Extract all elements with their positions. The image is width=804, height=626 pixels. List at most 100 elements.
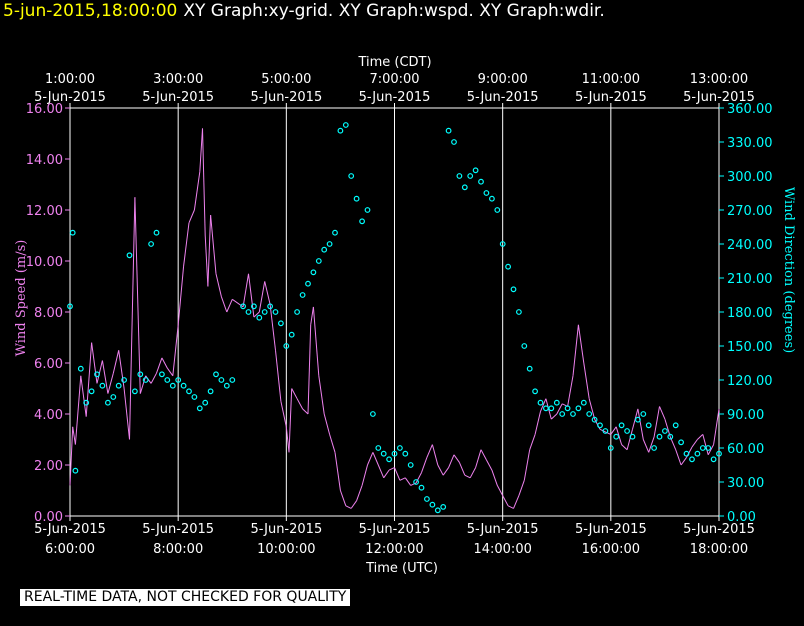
x-top-tick-date: 5-Jun-2015 (250, 90, 322, 105)
wind-speed-segment (513, 495, 520, 509)
wind-speed-segment (288, 388, 293, 453)
wind-direction-point (305, 280, 311, 287)
y-left-tick-label: 14.00 (26, 153, 63, 168)
wind-direction-point (489, 195, 495, 202)
y-right-tick-label: 240.00 (727, 238, 773, 253)
wind-speed-segment (107, 373, 114, 394)
wind-direction-point (451, 139, 457, 145)
timestamp-label: 5-jun-2015,18:00:00 (3, 1, 178, 21)
wind-speed-segment (199, 128, 203, 172)
wind-direction-point (526, 365, 533, 372)
wind-speed-segment (129, 197, 136, 440)
x-top-tick-time: 5:00:00 (261, 72, 311, 87)
wind-direction-point (288, 331, 295, 338)
y-right-tick-label: 180.00 (727, 306, 773, 321)
wind-speed-segment (485, 459, 493, 471)
wind-direction-point (137, 371, 144, 378)
x-bottom-tick-time: 10:00:00 (257, 542, 315, 557)
x-top-tick-time: 9:00:00 (478, 72, 528, 87)
wind-direction-point (158, 371, 165, 378)
wind-direction-point (537, 399, 544, 406)
wind-speed-segment (134, 197, 141, 394)
wind-speed-segment (659, 406, 666, 420)
wind-speed-segment (610, 426, 617, 435)
wind-direction-point (478, 178, 484, 185)
wind-direction-point (245, 309, 252, 315)
wind-speed-segment (307, 324, 312, 415)
wind-speed-segment (707, 444, 715, 456)
wind-direction-point (672, 422, 679, 429)
wind-direction-point (559, 411, 566, 417)
wind-speed-segment (469, 467, 477, 479)
wind-speed-segment (540, 398, 547, 412)
wind-direction-point (440, 504, 447, 510)
grid-lines (177, 108, 612, 516)
y-left-tick-label: 0.00 (34, 510, 63, 525)
wind-speed-segment (475, 449, 482, 468)
wind-direction-point (229, 377, 236, 383)
wind-speed-segment (101, 360, 109, 394)
wind-direction-point (429, 501, 436, 508)
wind-direction-point (494, 207, 501, 213)
wind-direction-point (337, 127, 344, 134)
wind-direction-point (342, 122, 349, 128)
wind-direction-point (699, 445, 706, 451)
wind-direction-point (104, 399, 111, 406)
x-top-tick-date: 5-Jun-2015 (467, 90, 539, 105)
wind-speed-segment (431, 444, 439, 466)
wind-direction-point (472, 167, 479, 174)
wind-speed-segment (226, 299, 233, 313)
wind-direction-point (223, 382, 230, 389)
wind-speed-segment (193, 171, 201, 211)
wind-direction-point (180, 382, 187, 389)
wind-speed-segment (172, 324, 179, 376)
wind-direction-point (142, 377, 149, 383)
wind-speed-segment (150, 372, 157, 384)
x-bottom-tick-date: 5-Jun-2015 (359, 522, 431, 537)
wind-speed-segment (285, 426, 290, 453)
x-top-tick-date: 5-Jun-2015 (575, 90, 647, 105)
wind-speed-segment (507, 505, 514, 509)
wind-direction-point (110, 394, 117, 400)
wind-speed-segment (621, 444, 628, 451)
wind-speed-segment (264, 281, 271, 305)
x-top-tick-date: 5-Jun-2015 (142, 90, 214, 105)
wind-direction-series (67, 122, 722, 514)
y-right-tick-label: 120.00 (727, 374, 773, 389)
wind-speed-segment (437, 464, 444, 476)
y-right-tick-label: 30.00 (727, 476, 764, 491)
wind-direction-point (175, 377, 182, 383)
wind-direction-point (283, 343, 290, 349)
wind-speed-segment (491, 469, 498, 486)
wind-direction-point (689, 456, 695, 463)
x-bottom-tick-time: 8:00:00 (153, 542, 203, 557)
wind-direction-point (613, 433, 620, 440)
wind-speed-segment (464, 474, 471, 479)
x-bottom-tick-time: 12:00:00 (365, 542, 423, 557)
wind-speed-segment (112, 350, 120, 374)
wind-direction-point (678, 439, 684, 446)
wind-direction-point (645, 422, 652, 429)
x-top-tick-date: 5-Jun-2015 (359, 90, 431, 105)
wind-speed-segment (139, 375, 147, 394)
wind-direction-point (564, 405, 571, 412)
wind-speed-segment (642, 439, 650, 453)
wind-speed-segment (123, 388, 130, 440)
wind-direction-point (635, 416, 641, 423)
wind-direction-point (516, 309, 522, 315)
x-bottom-tick-date: 5-Jun-2015 (575, 522, 647, 537)
wind-speed-segment (442, 467, 450, 476)
wind-speed-segment (69, 426, 74, 486)
y-right-tick-label: 90.00 (727, 408, 764, 423)
wind-speed-segment (177, 266, 185, 325)
x-bottom-axis-title: Time (UTC) (365, 561, 438, 576)
wind-speed-segment (502, 495, 509, 507)
wind-direction-point (364, 207, 371, 213)
wind-direction-point (575, 405, 582, 412)
wind-direction-point (315, 258, 322, 264)
wind-speed-segment (458, 462, 466, 476)
wind-speed-segment (518, 480, 525, 496)
wind-direction-point (683, 450, 690, 457)
wind-direction-point (326, 241, 333, 247)
wind-direction-point (218, 377, 225, 383)
